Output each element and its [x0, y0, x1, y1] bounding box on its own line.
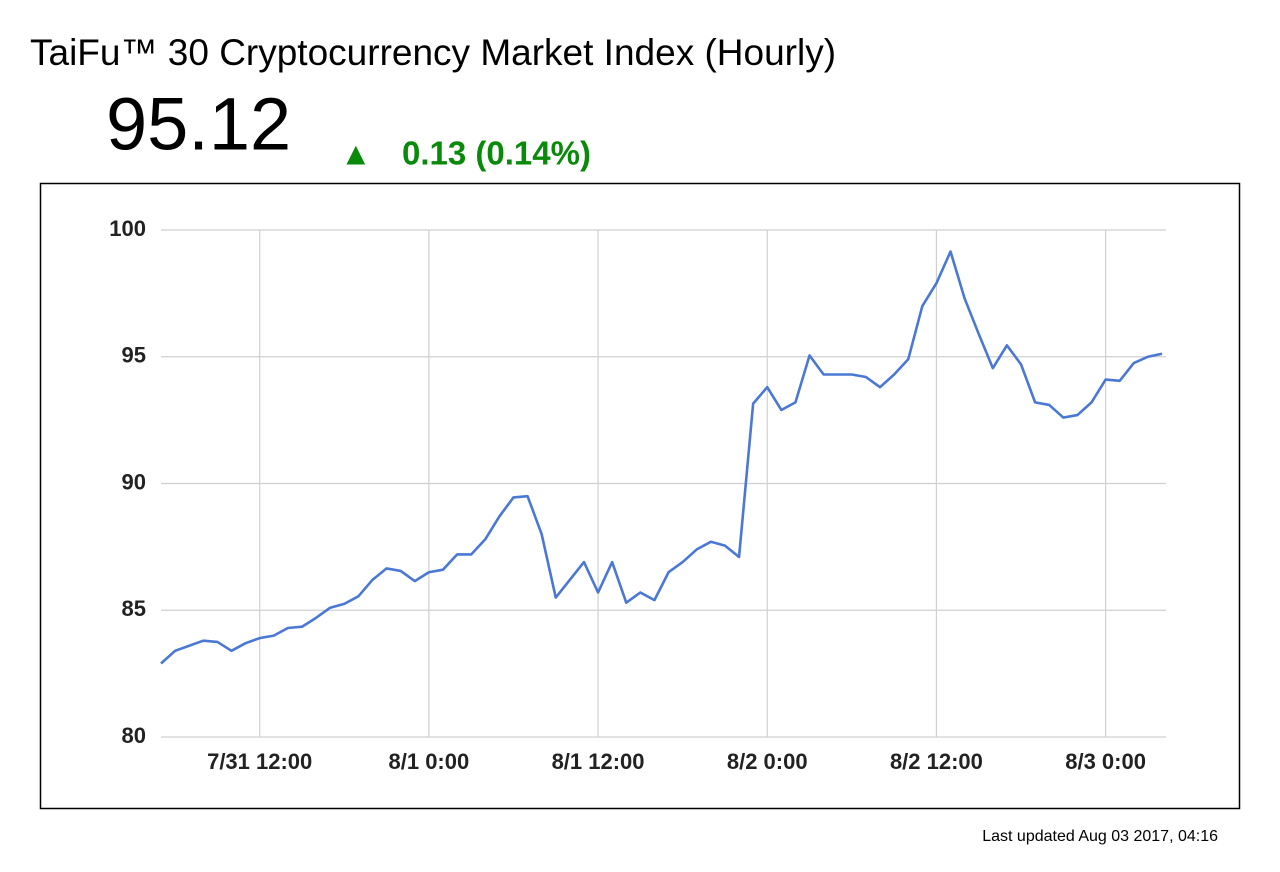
x-tick-label: 8/1 0:00 [389, 749, 470, 774]
change-arrow: ▲ [340, 135, 372, 171]
y-tick-label: 80 [122, 723, 146, 748]
x-tick-label: 8/2 0:00 [727, 749, 808, 774]
x-tick-label: 7/31 12:00 [207, 749, 312, 774]
x-tick-label: 8/2 12:00 [890, 749, 983, 774]
y-tick-label: 95 [122, 343, 146, 368]
x-tick-label: 8/1 12:00 [552, 749, 645, 774]
line-series [160, 250, 1163, 665]
chart-frame [39, 182, 1241, 810]
last-updated: Last updated Aug 03 2017, 04:16 [982, 828, 1218, 845]
change: 0.13 (0.14%) [402, 135, 591, 172]
chart-title: TaiFu™ 30 Cryptocurrency Market Index (H… [30, 32, 836, 73]
y-tick-label: 85 [122, 596, 146, 621]
price: 95.12 [106, 83, 291, 166]
x-tick-label: 8/3 0:00 [1065, 749, 1146, 774]
y-tick-label: 90 [122, 469, 146, 494]
y-tick-label: 100 [109, 216, 146, 241]
